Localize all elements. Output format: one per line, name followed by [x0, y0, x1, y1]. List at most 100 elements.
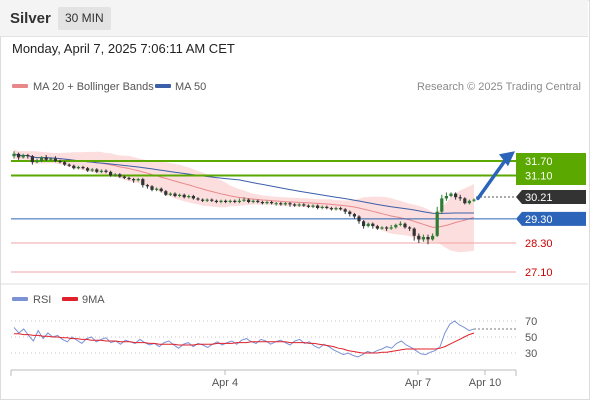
candle-body	[182, 194, 186, 198]
candle-body	[435, 211, 439, 236]
candle-body	[201, 199, 205, 201]
candle-body	[196, 198, 200, 200]
candle-body	[30, 156, 34, 163]
candle-body	[187, 196, 191, 198]
candle-body	[95, 169, 99, 172]
candle-body	[279, 203, 283, 205]
candle-body	[76, 167, 80, 169]
candle-body	[270, 202, 274, 204]
candle-body	[403, 223, 407, 228]
candle-body	[472, 199, 476, 201]
candle-body	[256, 200, 260, 202]
candle-body	[145, 185, 149, 187]
timestamp: Monday, April 7, 2025 7:06:11 AM CET	[12, 41, 235, 56]
candle-body	[224, 200, 228, 202]
ma20-legend-label: MA 20 + Bollinger Bands	[33, 81, 154, 93]
candle-body	[260, 202, 264, 204]
resistance-tag-31-70: 31.70	[525, 156, 553, 168]
candle-body	[375, 226, 379, 229]
candle-body	[458, 197, 462, 199]
candle-body	[81, 167, 85, 169]
candle-body	[17, 153, 21, 158]
candle-body	[293, 204, 297, 206]
candle-body	[99, 170, 103, 172]
ma50-legend-swatch	[155, 84, 171, 88]
last-price-tag: 30.21	[525, 192, 553, 204]
rsi-ma-legend-swatch	[62, 297, 78, 301]
candle-body	[311, 205, 315, 207]
candle-body	[72, 165, 76, 169]
candle-body	[247, 199, 251, 202]
candle-body	[398, 223, 402, 225]
target-arrow-shaft	[476, 157, 508, 201]
candle-body	[178, 194, 182, 196]
candle-body	[242, 199, 246, 201]
candle-body	[421, 237, 425, 240]
rsi-tick-label-30: 30	[525, 348, 537, 360]
candle-body	[67, 164, 71, 166]
candle-body	[155, 188, 159, 190]
rsi-legend-swatch	[12, 297, 28, 301]
candle-body	[467, 200, 471, 204]
candle-body	[113, 174, 117, 176]
candle-body	[12, 153, 16, 157]
credit-text: Research © 2025 Trading Central	[417, 81, 581, 93]
ma50-legend-label: MA 50	[175, 81, 206, 93]
candle-body	[63, 162, 67, 165]
candle-body	[233, 200, 237, 202]
rsi-line	[13, 320, 475, 358]
candle-body	[454, 193, 458, 198]
candle-body	[320, 206, 324, 208]
candle-body	[352, 214, 356, 217]
candle-body	[53, 158, 57, 161]
candle-body	[357, 216, 361, 222]
candle-body	[237, 200, 241, 202]
candle-body	[394, 224, 398, 228]
candle-body	[214, 200, 218, 202]
rsi-legend-label: RSI	[33, 294, 51, 306]
candle-body	[90, 169, 94, 171]
candle-body	[104, 170, 108, 172]
candle-body	[339, 208, 343, 210]
timeframe-badge[interactable]: 30 MIN	[58, 7, 111, 30]
candle-body	[49, 158, 53, 160]
candle-body	[150, 186, 154, 190]
candle-body	[417, 235, 421, 240]
support-tag-27-10: 27.10	[525, 267, 553, 279]
candle-body	[132, 179, 136, 181]
candle-body	[325, 206, 329, 208]
candle-body	[86, 168, 90, 171]
candle-body	[109, 171, 113, 176]
candle-body	[426, 237, 430, 240]
candle-body	[449, 193, 453, 196]
candle-body	[159, 188, 163, 192]
candle-body	[228, 200, 232, 202]
rsi-ma-legend-label: 9MA	[82, 294, 105, 306]
last-price-tag-box	[516, 189, 586, 204]
candle-body	[205, 199, 209, 201]
candle-body	[136, 179, 140, 181]
resistance-tag-box	[516, 153, 586, 185]
instrument-name: Silver	[10, 10, 51, 27]
candle-body	[288, 203, 292, 205]
candle-body	[44, 157, 48, 160]
candle-body	[366, 223, 370, 227]
candle-body	[329, 208, 333, 210]
candle-body	[389, 227, 393, 229]
candle-body	[274, 203, 278, 205]
candle-body	[412, 228, 416, 236]
target-arrow-head	[499, 151, 515, 167]
candle-body	[302, 204, 306, 206]
candle-body	[210, 199, 214, 201]
candle-body	[40, 157, 44, 161]
candle-body	[297, 204, 301, 206]
header-bar: Silver 30 MIN	[0, 0, 588, 37]
candle-body	[306, 205, 310, 207]
rsi-tick-label-70: 70	[525, 316, 537, 328]
candle-body	[168, 193, 172, 195]
ma20-legend-swatch	[12, 84, 28, 88]
candle-body	[122, 176, 126, 178]
candle-body	[35, 161, 39, 163]
candle-body	[58, 161, 62, 163]
